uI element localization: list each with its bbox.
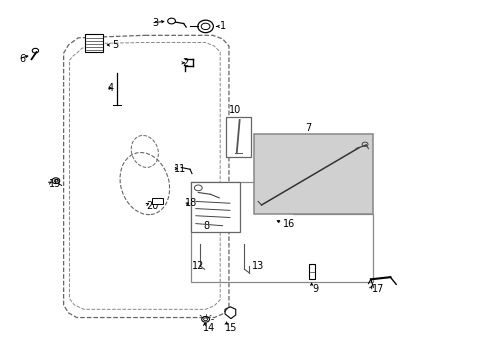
Text: 13: 13: [251, 261, 264, 271]
Text: 15: 15: [224, 323, 237, 333]
Text: 10: 10: [228, 105, 241, 115]
Bar: [254, 134, 372, 214]
Text: 16: 16: [283, 219, 295, 229]
Text: 6: 6: [20, 54, 26, 64]
Text: 7: 7: [305, 123, 311, 133]
Text: 5: 5: [112, 40, 118, 50]
Text: 18: 18: [185, 198, 197, 208]
Text: 1: 1: [220, 21, 226, 31]
Bar: [308, 264, 315, 279]
Ellipse shape: [203, 318, 207, 321]
Text: 3: 3: [152, 18, 158, 28]
Bar: [191, 182, 239, 232]
Text: 11: 11: [174, 164, 186, 174]
Bar: [225, 117, 251, 157]
Text: 20: 20: [146, 201, 158, 211]
Text: 12: 12: [192, 261, 204, 271]
Text: 9: 9: [312, 284, 318, 294]
Text: 17: 17: [371, 284, 384, 294]
Text: 14: 14: [203, 323, 215, 333]
Bar: [152, 198, 163, 204]
Text: 8: 8: [203, 221, 209, 231]
Bar: [85, 33, 103, 52]
Text: 4: 4: [107, 83, 113, 93]
Text: 19: 19: [49, 179, 61, 189]
Text: 2: 2: [182, 58, 188, 68]
